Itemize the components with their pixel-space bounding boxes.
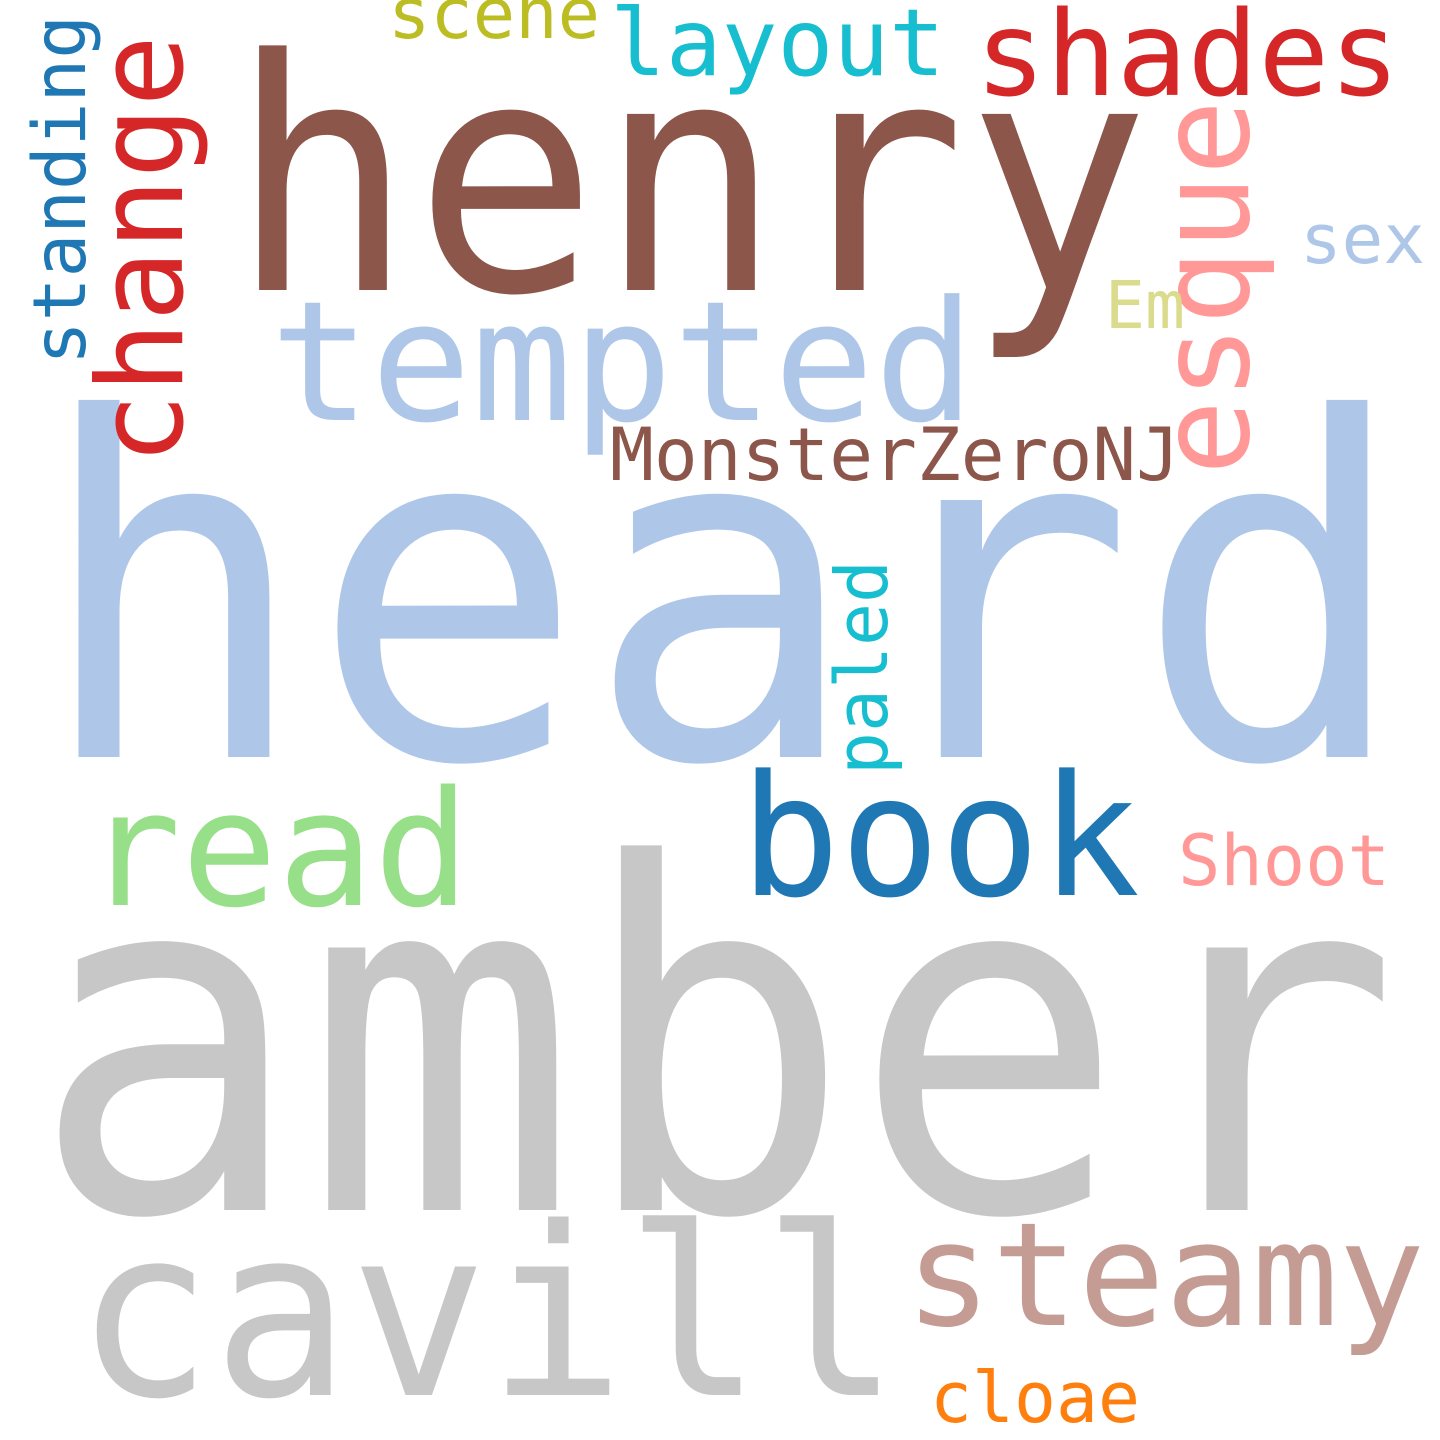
- word: esque: [1133, 100, 1278, 475]
- word: scene: [388, 0, 600, 55]
- word: amber: [30, 765, 1400, 1324]
- word: steamy: [905, 1191, 1425, 1359]
- word: MonsterZeroNJ: [610, 413, 1180, 498]
- word: standing: [18, 15, 103, 365]
- word: book: [740, 739, 1140, 935]
- word: paled: [820, 560, 904, 775]
- word: cavill: [75, 1178, 900, 1440]
- word: cloae: [930, 1357, 1140, 1439]
- word: change: [73, 35, 211, 465]
- word: sex: [1300, 200, 1425, 280]
- word: shades: [975, 0, 1400, 123]
- word: Shoot: [1178, 820, 1390, 902]
- word: tempted: [270, 266, 975, 460]
- word: henry: [230, 0, 1150, 366]
- word: layout: [610, 0, 945, 97]
- word: read: [85, 756, 470, 943]
- word: heard: [35, 321, 1410, 868]
- word: Em: [1105, 267, 1185, 344]
